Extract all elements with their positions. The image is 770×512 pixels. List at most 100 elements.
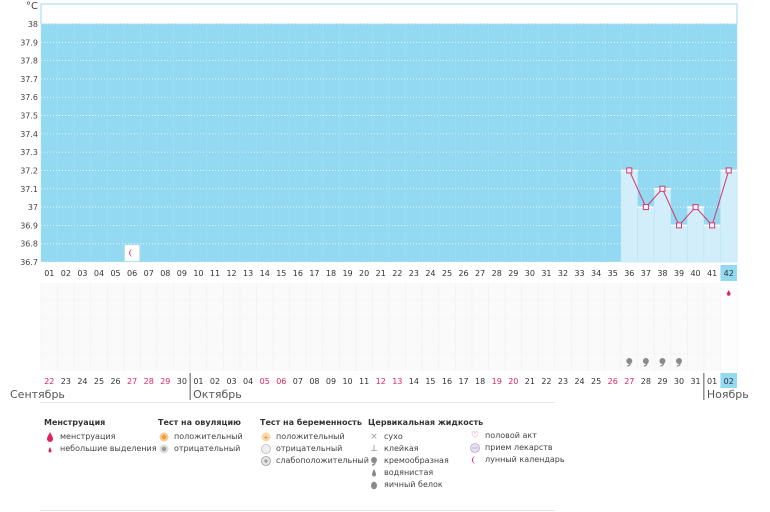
cycle-day-label: 39	[674, 269, 684, 278]
calendar-date-label: 14	[409, 377, 419, 386]
cycle-day-label: 25	[442, 269, 452, 278]
calendar-date-label: 09	[326, 377, 336, 386]
cycle-day-label: 14	[260, 269, 270, 278]
legend-ovulation: Тест на овуляцию положительный отрицател…	[158, 418, 243, 455]
calendar-date-label: 02	[724, 377, 734, 386]
temperature-bar	[670, 225, 688, 263]
egg-white-icon	[368, 480, 380, 490]
calendar-date-label: 20	[508, 377, 518, 386]
cycle-day-label: 04	[94, 269, 104, 278]
y-tick-label: 37.8	[20, 57, 38, 66]
calendar-date-label: 03	[226, 377, 236, 386]
temperature-point	[676, 222, 682, 229]
cycle-day-label: 40	[690, 269, 700, 278]
legend-mucus: Цервикальная жидкость × сухо ⊥ клейкая к…	[368, 418, 483, 491]
calendar-date-label: 06	[276, 377, 286, 386]
legend-item: отрицательный	[260, 443, 369, 455]
calendar-date-label: 23	[61, 377, 71, 386]
cycle-day-label: 30	[525, 269, 535, 278]
current-date-highlight	[720, 373, 737, 388]
calendar-date-label: 18	[475, 377, 485, 386]
pregnancy-weak-icon	[260, 456, 272, 466]
temperature-bar	[637, 206, 655, 263]
pregnancy-positive-icon: +	[260, 432, 272, 442]
temperature-point	[626, 167, 633, 174]
temperature-point	[659, 185, 666, 192]
y-tick-label: 37.6	[20, 93, 38, 102]
creamy-icon-tail	[676, 362, 681, 367]
y-tick-label: 37.3	[20, 148, 38, 157]
legend-label: половой акт	[485, 431, 537, 440]
legend-label: сухо	[384, 432, 403, 441]
legend-label: кремообразная	[384, 456, 449, 465]
plot-top-margin	[40, 3, 738, 25]
unit-label: °C	[26, 1, 38, 12]
cycle-day-label: 22	[392, 269, 402, 278]
divider	[40, 510, 555, 511]
y-tick-label: 37.7	[20, 75, 38, 84]
y-tick-label: 37.5	[20, 112, 38, 121]
small-drop-icon	[44, 444, 56, 454]
calendar-date-label: 23	[558, 377, 568, 386]
watery-icon	[368, 468, 380, 478]
cycle-day-label: 21	[376, 269, 386, 278]
cycle-day-label: 10	[193, 269, 203, 278]
legend-item: ♡ половой акт	[469, 430, 565, 442]
calendar-date-label: 22	[44, 377, 54, 386]
calendar-date-label: 29	[657, 377, 667, 386]
cycle-day-label: 34	[591, 269, 601, 278]
calendar-date-label: 10	[342, 377, 352, 386]
cycle-day-label: 28	[492, 269, 502, 278]
cycle-day-label: 23	[409, 269, 419, 278]
heart-icon: ♡	[470, 431, 480, 441]
y-tick-label: 37.2	[20, 166, 38, 175]
cycle-day-label: 42	[724, 269, 734, 278]
moon-marker-box	[124, 244, 140, 262]
cycle-day-label: 12	[226, 269, 236, 278]
calendar-date-label: 25	[591, 377, 601, 386]
calendar-date-label: 04	[243, 377, 253, 386]
cycle-day-label: 01	[44, 269, 54, 278]
sticky-icon: ⊥	[370, 444, 378, 454]
creamy-icon	[626, 358, 633, 364]
month-label: Октябрь	[193, 388, 242, 400]
calendar-date-label: 22	[541, 377, 551, 386]
legend-title: Цервикальная жидкость	[368, 418, 484, 427]
legend-title: Тест на беременность	[260, 418, 362, 427]
legend-item: положительный	[158, 431, 243, 443]
y-tick-label: 37.1	[20, 185, 38, 194]
legend-item: менструация	[44, 431, 157, 443]
calendar-date-label: 21	[525, 377, 535, 386]
temperature-bar	[687, 206, 705, 263]
legend-label: положительный	[174, 432, 243, 441]
cycle-day-label: 32	[558, 269, 568, 278]
calendar-date-label: 26	[608, 377, 618, 386]
calendar-date-label: 30	[177, 377, 187, 386]
y-tick-label: 36.7	[20, 258, 38, 267]
creamy-icon-tail	[643, 362, 648, 367]
legend-menstruation: Менструация менструация небольшие выделе…	[44, 418, 157, 455]
moon-icon	[469, 455, 481, 465]
calendar-date-label: 11	[359, 377, 369, 386]
legend-label: водянистая	[384, 468, 434, 477]
temperature-point	[692, 204, 699, 211]
legend-item: небольшие выделения	[44, 443, 157, 455]
pill-icon	[469, 443, 481, 453]
legend-label: менструация	[60, 432, 116, 441]
y-tick-label: 37	[28, 203, 38, 212]
cycle-day-label: 37	[641, 269, 651, 278]
calendar-date-label: 01	[193, 377, 203, 386]
cycle-day-label: 38	[657, 269, 667, 278]
calendar-date-label: 13	[392, 377, 402, 386]
temperature-point	[725, 167, 732, 174]
calendar-date-label: 27	[127, 377, 137, 386]
calendar-date-label: 02	[210, 377, 220, 386]
legend-item: лунный календарь	[469, 454, 565, 466]
creamy-icon	[659, 358, 666, 364]
y-tick-label: 36.9	[20, 221, 38, 230]
cycle-day-label: 36	[624, 269, 634, 278]
temperature-bar	[653, 188, 671, 263]
legend-label: клейкая	[384, 444, 419, 453]
legend-title: Менструация	[44, 418, 106, 427]
legend-label: положительный	[276, 432, 345, 441]
